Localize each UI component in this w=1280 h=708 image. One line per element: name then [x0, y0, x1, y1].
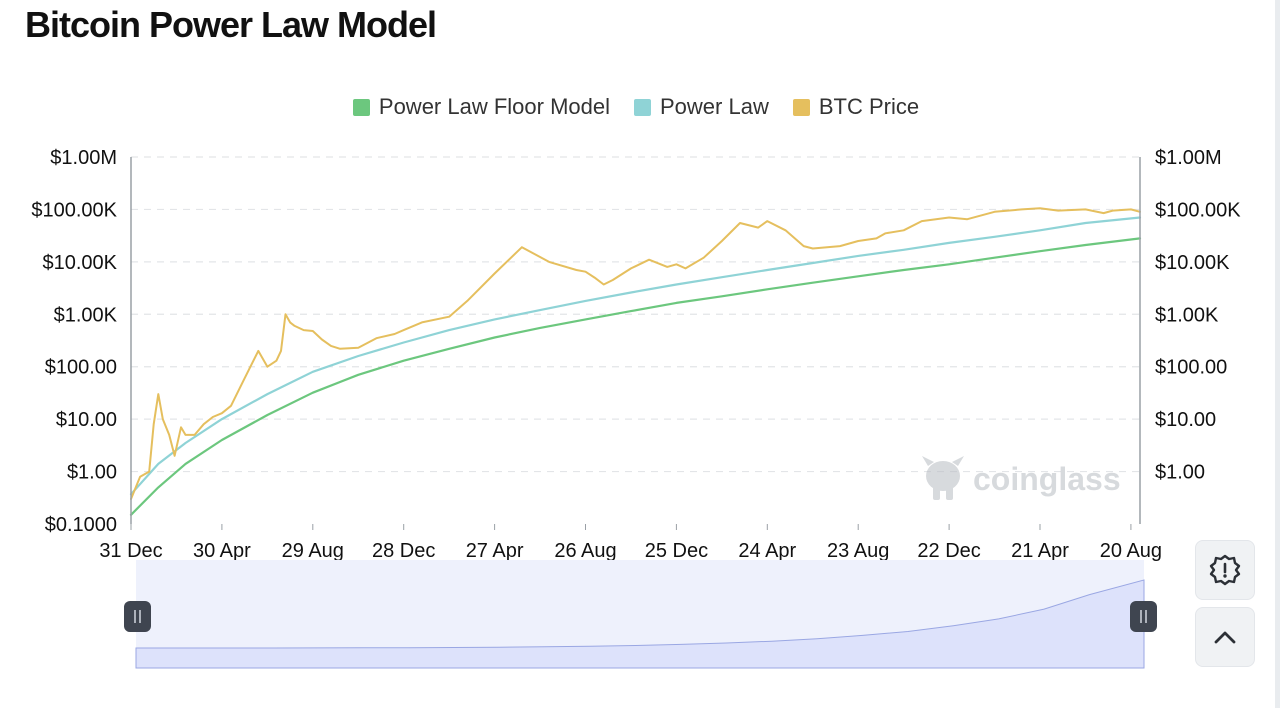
legend-label-power-law: Power Law: [660, 94, 769, 119]
y-tick-label-right: $10.00K: [1155, 252, 1230, 274]
legend-label-floor: Power Law Floor Model: [378, 94, 610, 119]
series-line-power-law[interactable]: [129, 216, 1142, 496]
alert-gear-icon: [1209, 554, 1241, 586]
chart-series: [129, 207, 1142, 516]
chart-legend: Power Law Floor Model Power Law BTC Pric…: [0, 94, 1272, 120]
legend-label-btc-price: BTC Price: [818, 94, 920, 119]
y-tick-label-left: $10.00K: [42, 252, 117, 274]
series-line-power-law-floor-model[interactable]: [129, 237, 1142, 516]
y-tick-label-left: $1.00: [67, 462, 117, 484]
coinglass-logo-icon: [922, 456, 964, 500]
x-tick-label: 30 Apr: [193, 540, 251, 562]
legend-item-floor[interactable]: Power Law Floor Model: [352, 94, 610, 120]
zoom-handle-left[interactable]: [124, 601, 151, 632]
legend-item-btc-price[interactable]: BTC Price: [792, 94, 920, 120]
legend-swatch-floor: [352, 98, 370, 116]
x-axis: 31 Dec 30 Apr 29 Aug 28 Dec 27 Apr 26 Aug 25 D…: [99, 524, 1162, 562]
y-tick-label-left: $0.1000: [45, 514, 117, 536]
y-tick-label-left: $1.00M: [50, 147, 117, 169]
legend-swatch-btc-price: [792, 98, 810, 116]
y-tick-label-right: $100.00K: [1155, 199, 1241, 221]
y-tick-label-left: $1.00K: [54, 304, 118, 326]
x-tick-label: 23 Aug: [827, 540, 889, 562]
zoom-preview-area: [135, 579, 1145, 669]
scrollbar-track[interactable]: [1275, 0, 1280, 708]
y-tick-label-right: $10.00: [1155, 409, 1216, 431]
legend-swatch-power-law: [634, 98, 651, 116]
x-tick-label: 24 Apr: [738, 540, 796, 562]
x-tick-label: 28 Dec: [372, 540, 435, 562]
page-title: Bitcoin Power Law Model: [25, 4, 437, 45]
y-tick-label-right: $1.00M: [1155, 147, 1222, 169]
chevron-up-icon: [1214, 631, 1236, 644]
y-tick-label-left: $100.00: [45, 357, 117, 379]
x-tick-label: 31 Dec: [99, 540, 162, 562]
x-tick-label: 21 Apr: [1011, 540, 1069, 562]
alert-settings-button[interactable]: [1195, 540, 1255, 600]
y-axis-left: $0.1000 $1.00 $10.00 $100.00 $1.00K $10.00K $1…: [31, 147, 117, 536]
legend-item-power-law[interactable]: Power Law: [634, 94, 769, 120]
x-tick-label: 22 Dec: [917, 540, 980, 562]
y-tick-label-left: $10.00: [56, 409, 117, 431]
x-tick-label: 26 Aug: [554, 540, 616, 562]
x-tick-label: 20 Aug: [1100, 540, 1162, 562]
zoom-handle-right[interactable]: [1130, 601, 1157, 632]
data-zoom-slider[interactable]: [124, 560, 1157, 669]
y-tick-label-right: $100.00: [1155, 357, 1227, 379]
x-tick-label: 27 Apr: [466, 540, 524, 562]
y-tick-label-right: $1.00: [1155, 462, 1205, 484]
coinglass-watermark: coinglass: [922, 456, 1121, 500]
y-tick-label-left: $100.00K: [31, 199, 117, 221]
chart-grid: [131, 156, 1140, 473]
watermark-text: coinglass: [973, 461, 1121, 497]
scroll-top-button[interactable]: [1195, 607, 1255, 667]
x-tick-label: 25 Dec: [645, 540, 708, 562]
y-axis-right: $1.00 $10.00 $100.00 $1.00K $10.00K $100.00K $…: [1155, 147, 1241, 484]
x-tick-label: 29 Aug: [282, 540, 344, 562]
y-tick-label-right: $1.00K: [1155, 304, 1219, 326]
series-line-btc-price[interactable]: [130, 207, 1141, 500]
